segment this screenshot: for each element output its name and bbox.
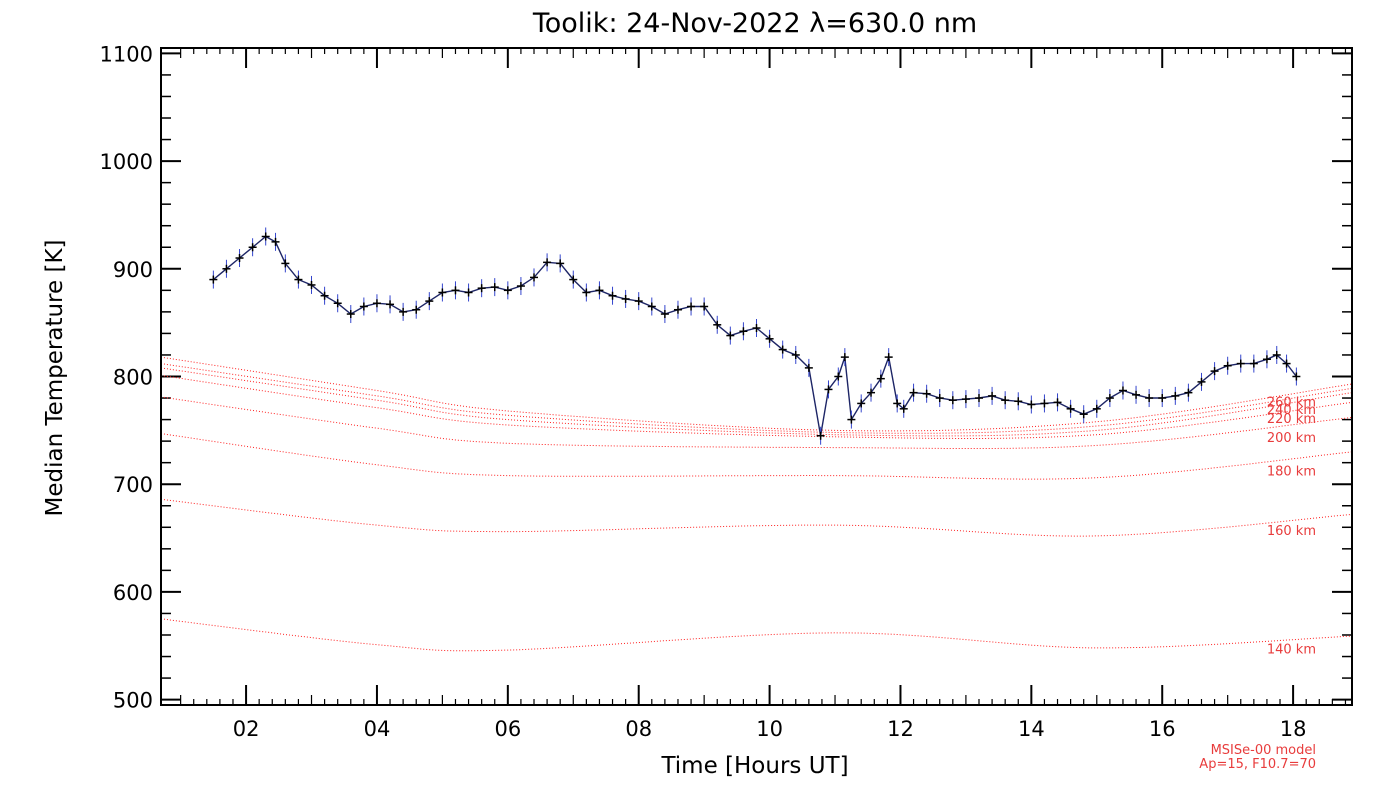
x-tick-label: 14 <box>1018 717 1045 741</box>
plot-frame <box>160 47 1353 706</box>
measured-series <box>209 227 1301 445</box>
chart-title: Toolik: 24-Nov-2022 λ=630.0 nm <box>532 8 977 39</box>
y-tick-label: 700 <box>113 473 153 497</box>
y-tick-label: 1000 <box>100 150 153 174</box>
model-curve <box>160 356 1353 432</box>
y-tick-label: 1100 <box>100 42 153 66</box>
x-tick-labels: 02 04 06 08 10 12 14 16 18 <box>233 717 1307 741</box>
x-tick-label: 18 <box>1280 717 1307 741</box>
model-note-line1: MSISe-00 model <box>1211 743 1316 758</box>
model-altitude-label: 220 km <box>1267 412 1316 427</box>
y-axis-label: Median Temperature [K] <box>42 240 68 517</box>
model-note-line2: Ap=15, F10.7=70 <box>1199 757 1316 772</box>
model-altitude-label: 200 km <box>1267 431 1316 446</box>
model-curves <box>160 356 1353 652</box>
model-altitude-label: 160 km <box>1267 524 1316 539</box>
y-tick-label: 500 <box>113 689 153 713</box>
model-altitude-label: 260 km <box>1267 396 1316 411</box>
y-tick-labels: 500 600 700 800 900 1000 1100 <box>100 42 153 712</box>
x-tick-label: 06 <box>494 717 521 741</box>
x-tick-label: 10 <box>756 717 783 741</box>
x-tick-label: 04 <box>364 717 391 741</box>
model-curve <box>160 618 1353 652</box>
y-tick-label: 800 <box>113 366 153 390</box>
model-curve <box>160 396 1353 449</box>
model-curve <box>160 433 1353 480</box>
model-altitude-label: 140 km <box>1267 642 1316 657</box>
x-tick-label: 08 <box>625 717 652 741</box>
measured-line <box>212 235 1297 436</box>
x-tick-label: 16 <box>1149 717 1176 741</box>
x-tick-label: 02 <box>233 717 260 741</box>
model-altitude-label: 240 km <box>1267 403 1316 418</box>
tick-marks <box>161 48 1352 705</box>
y-tick-label: 600 <box>113 581 153 605</box>
y-tick-label: 900 <box>113 258 153 282</box>
x-axis-label: Time [Hours UT] <box>660 753 848 779</box>
x-tick-label: 12 <box>887 717 914 741</box>
model-altitude-label: 180 km <box>1267 465 1316 480</box>
model-curve <box>160 498 1353 537</box>
